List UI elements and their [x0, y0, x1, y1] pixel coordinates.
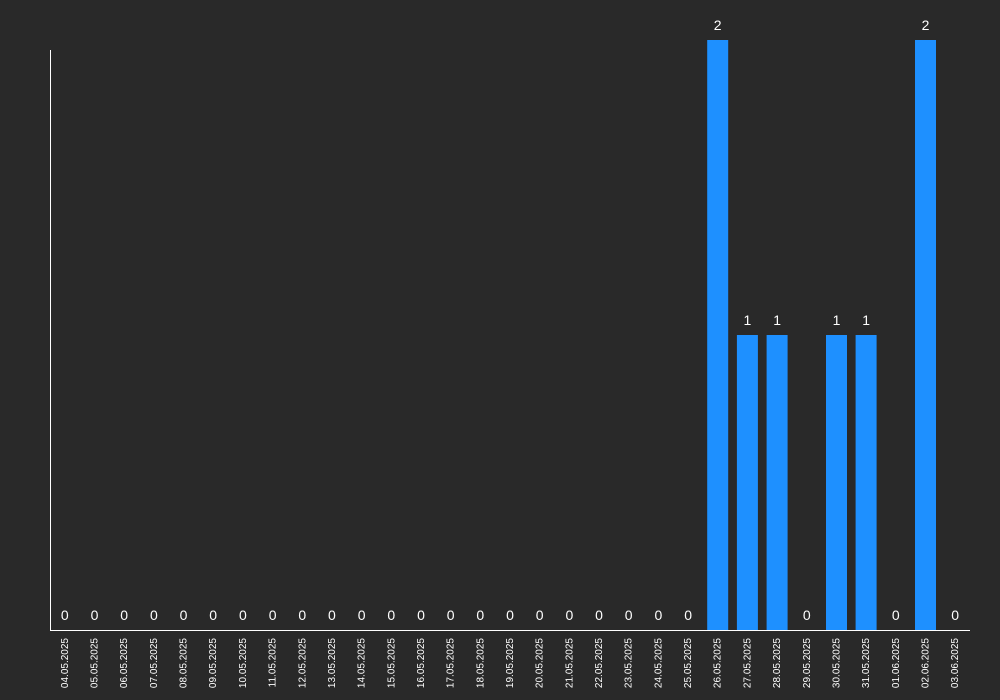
x-tick-label: 20.05.2025: [535, 638, 546, 688]
x-tick-label: 16.05.2025: [416, 638, 427, 688]
value-label-10.05.2025: 0: [239, 607, 247, 623]
value-label-06.05.2025: 0: [120, 607, 128, 623]
x-tick-label: 23.05.2025: [624, 638, 635, 688]
value-label-16.05.2025: 0: [417, 607, 425, 623]
x-tick-label: 30.05.2025: [832, 638, 843, 688]
x-tick-label: 01.06.2025: [891, 638, 902, 688]
x-tick-label: 19.05.2025: [505, 638, 516, 688]
value-label-12.05.2025: 0: [298, 607, 306, 623]
x-tick-label: 15.05.2025: [386, 638, 397, 688]
x-tick-label: 26.05.2025: [713, 638, 724, 688]
x-tick-label: 21.05.2025: [564, 638, 575, 688]
x-tick-label: 05.05.2025: [90, 638, 101, 688]
value-label-13.05.2025: 0: [328, 607, 336, 623]
x-tick-label: 02.06.2025: [921, 638, 932, 688]
value-label-24.05.2025: 0: [655, 607, 663, 623]
x-tick-label: 24.05.2025: [653, 638, 664, 688]
value-label-18.05.2025: 0: [476, 607, 484, 623]
value-label-31.05.2025: 1: [862, 312, 870, 328]
value-label-20.05.2025: 0: [536, 607, 544, 623]
value-label-11.05.2025: 0: [269, 607, 277, 623]
x-tick-label: 18.05.2025: [475, 638, 486, 688]
value-label-27.05.2025: 1: [744, 312, 752, 328]
value-label-15.05.2025: 0: [387, 607, 395, 623]
value-label-03.06.2025: 0: [951, 607, 959, 623]
bar-26.05.2025: [707, 40, 729, 630]
value-label-04.05.2025: 0: [61, 607, 69, 623]
x-tick-label: 25.05.2025: [683, 638, 694, 688]
x-tick-label: 09.05.2025: [208, 638, 219, 688]
x-tick-label: 17.05.2025: [446, 638, 457, 688]
x-tick-label: 27.05.2025: [742, 638, 753, 688]
value-label-29.05.2025: 0: [803, 607, 811, 623]
bars-group: [707, 40, 936, 630]
bar-27.05.2025: [736, 335, 758, 630]
value-label-25.05.2025: 0: [684, 607, 692, 623]
value-label-05.05.2025: 0: [91, 607, 99, 623]
x-tick-labels-group: 04.05.2025 05.05.2025 06.05.2025 07.05.2025…: [60, 638, 961, 688]
value-label-19.05.2025: 0: [506, 607, 514, 623]
x-tick-label: 11.05.2025: [268, 638, 279, 688]
value-label-30.05.2025: 1: [833, 312, 841, 328]
value-label-26.05.2025: 2: [714, 17, 722, 33]
value-label-21.05.2025: 0: [566, 607, 574, 623]
value-label-08.05.2025: 0: [180, 607, 188, 623]
x-tick-label: 08.05.2025: [179, 638, 190, 688]
x-tick-label: 22.05.2025: [594, 638, 605, 688]
value-label-01.06.2025: 0: [892, 607, 900, 623]
x-tick-label: 31.05.2025: [861, 638, 872, 688]
x-tick-label: 07.05.2025: [149, 638, 160, 688]
value-label-28.05.2025: 1: [773, 312, 781, 328]
value-label-22.05.2025: 0: [595, 607, 603, 623]
x-tick-label: 10.05.2025: [238, 638, 249, 688]
x-tick-label: 04.05.2025: [60, 638, 71, 688]
bar-28.05.2025: [766, 335, 788, 630]
x-tick-label: 12.05.2025: [297, 638, 308, 688]
value-labels-group: 0 0 0 0 0 0 0 0 0 0 0 0 0 0 0 0 0 0 0 0 0 0 2 1 1 0 1 1 0 2 0: [61, 17, 959, 623]
bar-30.05.2025: [826, 335, 847, 630]
value-label-09.05.2025: 0: [209, 607, 217, 623]
bar-02.06.2025: [915, 40, 936, 630]
bar-31.05.2025: [855, 335, 877, 630]
value-label-07.05.2025: 0: [150, 607, 158, 623]
x-tick-label: 06.05.2025: [119, 638, 130, 688]
x-tick-label: 13.05.2025: [327, 638, 338, 688]
value-label-02.06.2025: 2: [922, 17, 930, 33]
x-tick-label: 28.05.2025: [772, 638, 783, 688]
x-tick-label: 14.05.2025: [357, 638, 368, 688]
value-label-23.05.2025: 0: [625, 607, 633, 623]
x-tick-label: 29.05.2025: [802, 638, 813, 688]
x-tick-label: 03.06.2025: [950, 638, 961, 688]
value-label-17.05.2025: 0: [447, 607, 455, 623]
value-label-14.05.2025: 0: [358, 607, 366, 623]
